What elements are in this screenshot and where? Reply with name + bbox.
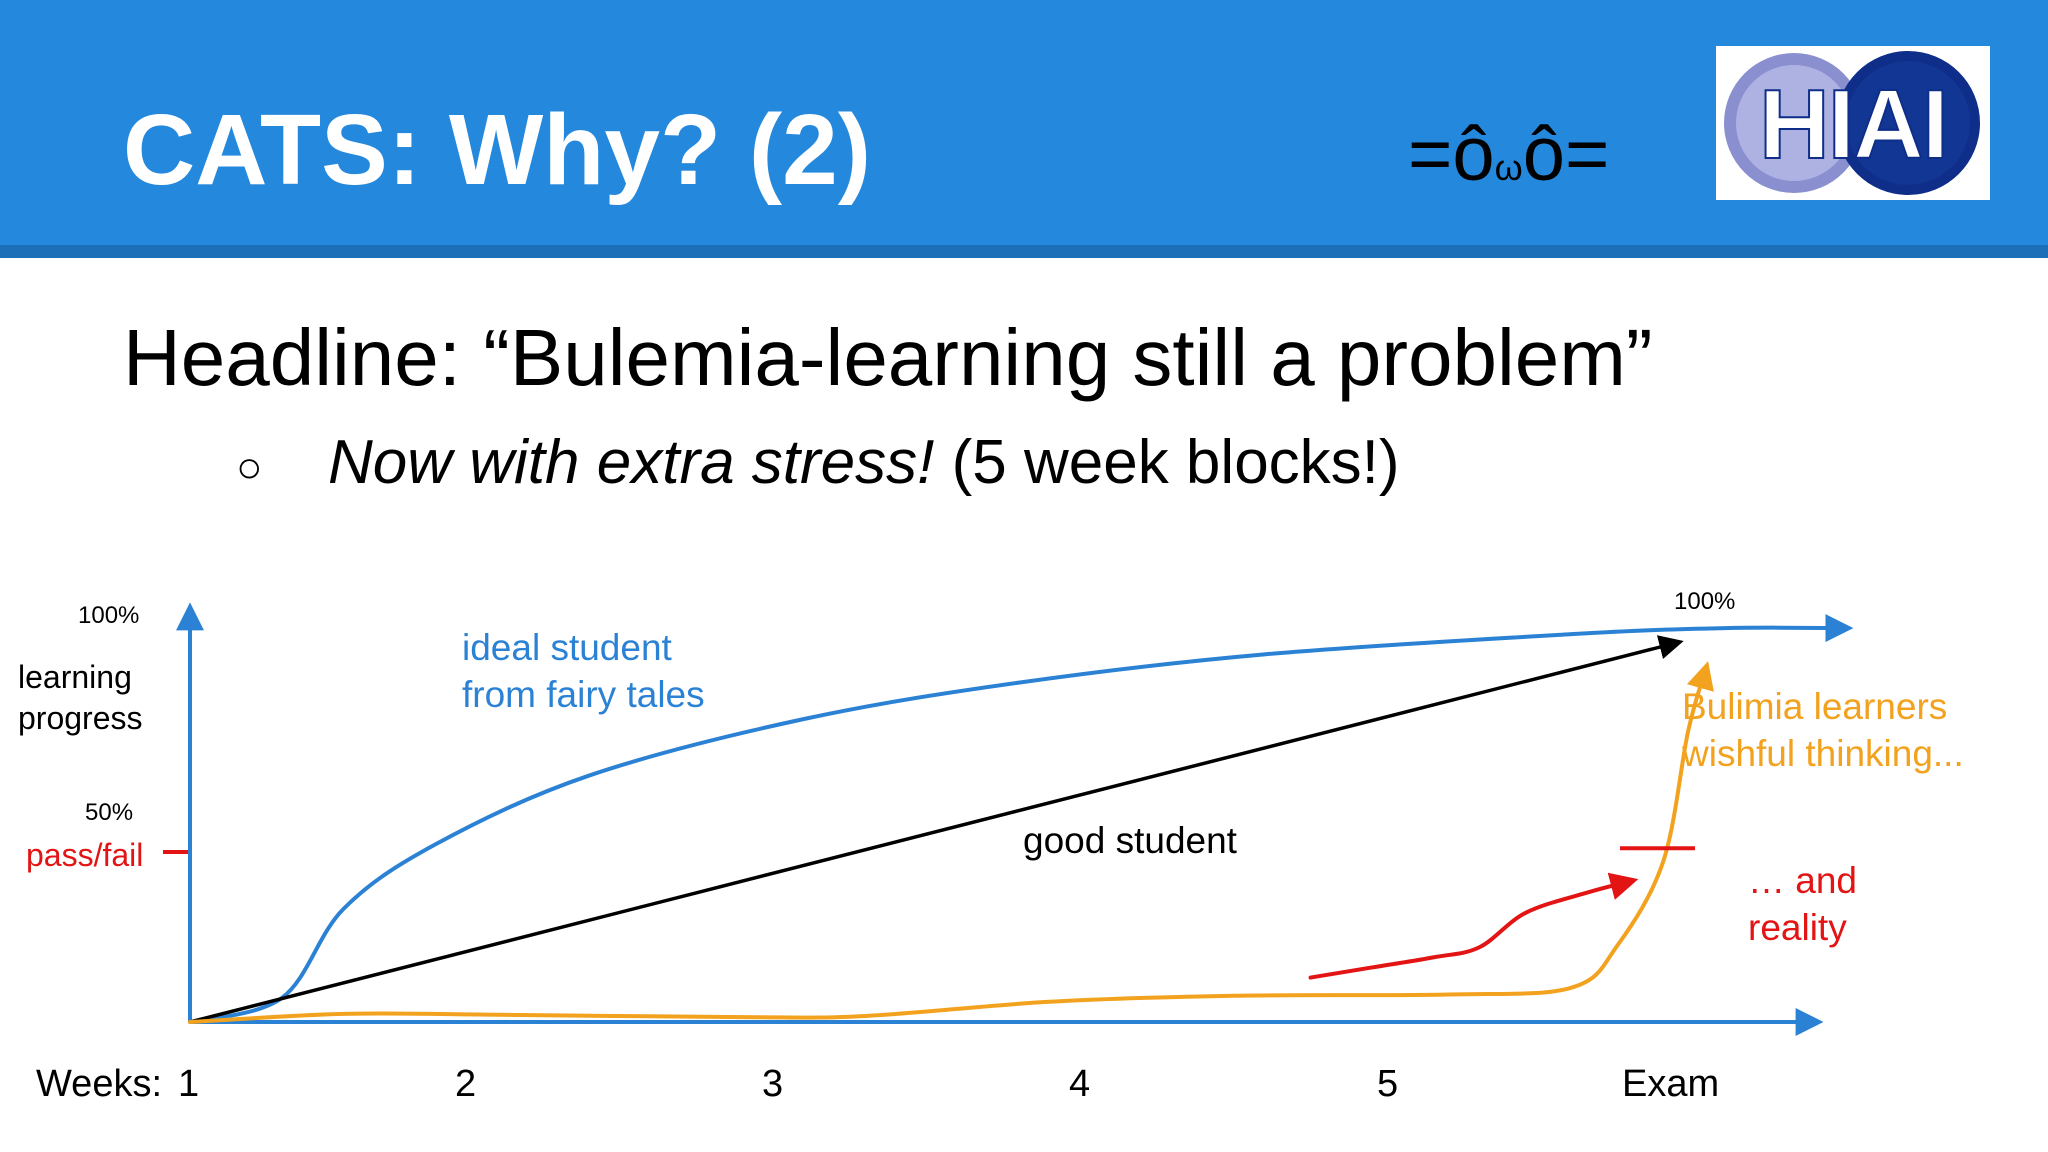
hiai-logo-graphic: HIAI	[1724, 51, 1980, 195]
pass-fail-label: pass/fail	[26, 837, 143, 873]
x-tick-label-4: 4	[1069, 1063, 1090, 1105]
logo-text: HIAI	[1759, 69, 1947, 179]
series-label-reality: … and reality	[1748, 860, 1857, 948]
sub-bullet-glyph: ○	[236, 443, 263, 492]
y-axis-label: learning progress	[18, 659, 143, 736]
slide-header	[0, 0, 2048, 245]
cat-face-left: =ô	[1408, 112, 1495, 197]
right-100-label: 100%	[1674, 588, 1735, 615]
slide-title: CATS: Why? (2)	[123, 94, 872, 206]
sub-bullet-rest: (5 week blocks!)	[934, 428, 1400, 497]
x-tick-label-2: 2	[455, 1063, 476, 1105]
cat-face-right: ô=	[1522, 112, 1610, 197]
series-lines	[188, 614, 1854, 1024]
reality-line	[1308, 872, 1639, 980]
header-stripe	[0, 245, 2048, 258]
y-tick-label-100: 100%	[78, 602, 139, 629]
cat-face-emoticon: =ôωô=	[1408, 117, 1609, 193]
headline: Headline: “Bulemia-learning still a prob…	[123, 313, 1653, 402]
y-tick-label-50: 50%	[85, 799, 133, 826]
hiai-logo: HIAI	[1716, 46, 1990, 200]
cat-face-mouth: ω	[1494, 147, 1523, 188]
ideal-student-line	[188, 614, 1854, 1024]
logo-left-inner	[1736, 65, 1852, 181]
x-tick-label-5: 5	[1377, 1063, 1398, 1105]
x-tick-labels: 1 2 3 4 5 Exam	[178, 1063, 1719, 1105]
x-tick-label-1: 1	[178, 1063, 199, 1105]
logo-right-inner	[1846, 61, 1970, 185]
good-student-line	[188, 635, 1684, 1024]
x-tick-label-exam: Exam	[1622, 1063, 1719, 1105]
series-label-ideal-student: ideal student from fairy tales	[462, 627, 705, 715]
series-label-good-student: good student	[1023, 820, 1238, 861]
series-label-bulimia: Bulimia learners wishful thinking...	[1681, 686, 1964, 774]
bulimia-line	[188, 661, 1714, 1024]
sub-bullet: Now with extra stress! (5 week blocks!)	[328, 432, 1400, 494]
x-axis-label: Weeks:	[36, 1063, 162, 1105]
sub-bullet-emphasis: Now with extra stress!	[328, 428, 935, 497]
x-tick-label-3: 3	[762, 1063, 783, 1105]
